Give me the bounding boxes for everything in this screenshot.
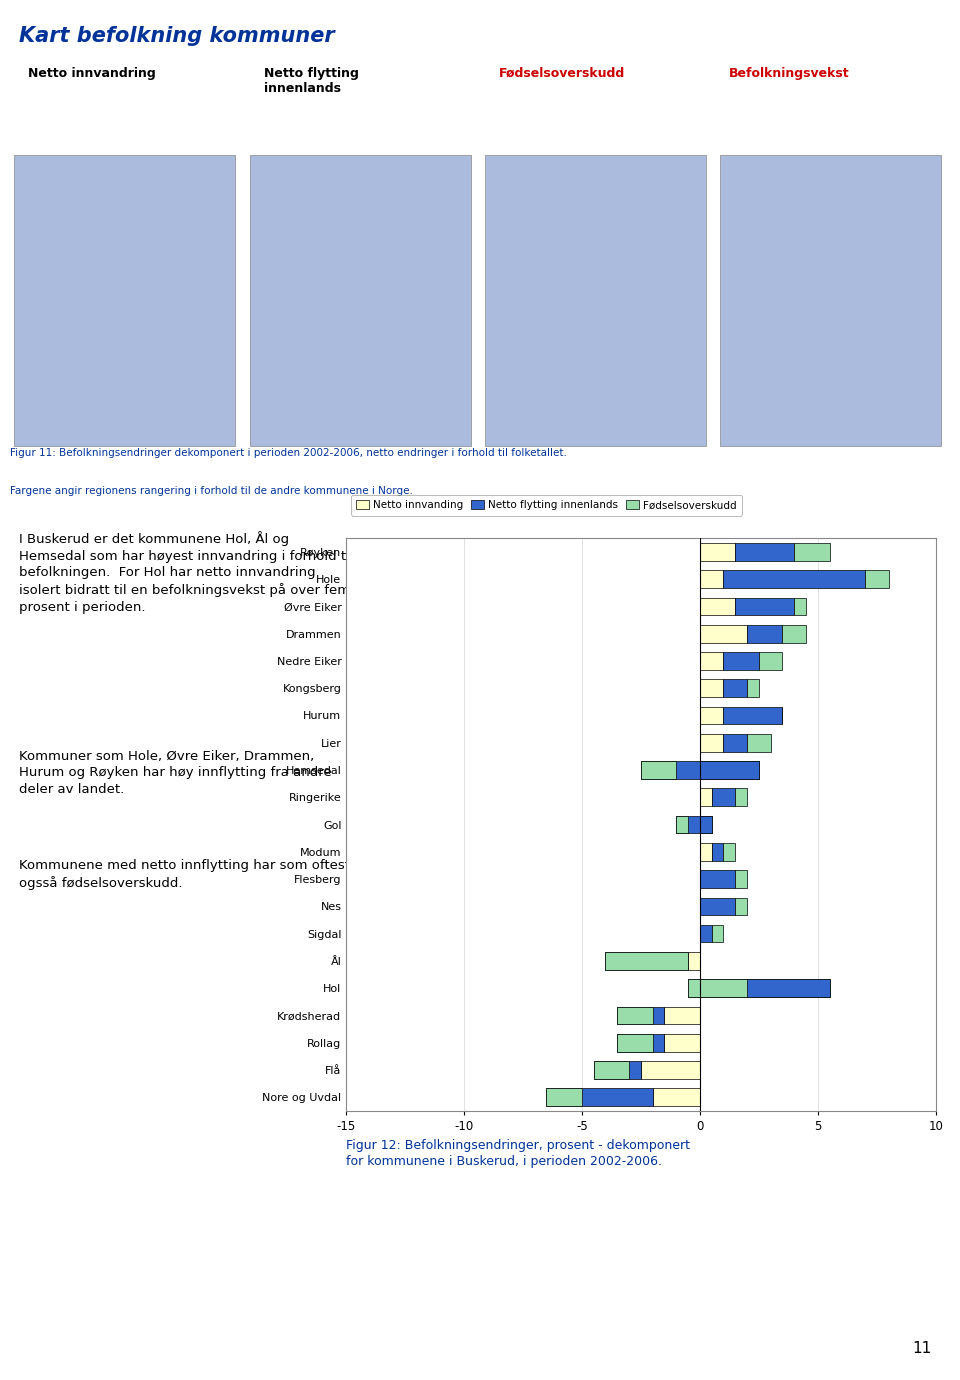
Bar (711, 843, 724, 861)
Bar (724, 707, 782, 725)
Bar (546, 1089, 653, 1107)
Bar (794, 598, 806, 615)
Bar (724, 679, 747, 697)
Bar (617, 1034, 664, 1052)
Bar (641, 1061, 700, 1079)
Text: Kommuner som Hole, Øvre Eiker, Drammen,
Hurum og Røyken har høy innflytting fra : Kommuner som Hole, Øvre Eiker, Drammen, … (19, 749, 332, 796)
Bar (250, 155, 470, 446)
Text: 11: 11 (912, 1341, 931, 1357)
Text: Figur 12: Befolkningsendringer, prosent - dekomponert
for kommunene i Buskerud, : Figur 12: Befolkningsendringer, prosent … (346, 1138, 689, 1169)
Bar (664, 1006, 700, 1024)
Bar (700, 843, 711, 861)
Bar (593, 1061, 641, 1079)
Bar (724, 734, 747, 752)
Bar (700, 598, 735, 615)
Bar (606, 952, 688, 970)
Bar (14, 155, 235, 446)
Bar (653, 1089, 700, 1107)
Legend: Netto innvanding, Netto flytting innenlands, Fødselsoverskudd: Netto innvanding, Netto flytting innenla… (350, 495, 742, 516)
Bar (676, 816, 688, 834)
Bar (700, 653, 724, 669)
Bar (724, 570, 865, 588)
Bar (700, 788, 711, 806)
Bar (700, 897, 735, 915)
Bar (735, 542, 794, 560)
Bar (546, 1089, 582, 1107)
Bar (700, 625, 747, 643)
Bar (485, 155, 706, 446)
Bar (641, 762, 758, 778)
Bar (711, 925, 724, 943)
Text: Netto innvandring: Netto innvandring (29, 66, 156, 80)
Bar (747, 625, 782, 643)
Bar (735, 871, 747, 887)
Bar (700, 871, 735, 887)
Text: Netto flytting
innenlands: Netto flytting innenlands (264, 66, 358, 95)
Text: Befolkningsvekst: Befolkningsvekst (730, 66, 850, 80)
Bar (617, 1006, 664, 1024)
Bar (700, 925, 711, 943)
Bar (700, 707, 724, 725)
Bar (735, 598, 794, 615)
Bar (688, 980, 747, 996)
Bar (700, 570, 724, 588)
Bar (700, 816, 711, 834)
Bar (617, 1034, 653, 1052)
Bar (794, 542, 829, 560)
Bar (724, 653, 758, 669)
Text: Figur 11: Befolkningsendringer dekomponert i perioden 2002-2006, netto endringer: Figur 11: Befolkningsendringer dekompone… (10, 448, 566, 458)
Bar (700, 734, 724, 752)
Bar (593, 1061, 629, 1079)
Bar (676, 816, 711, 834)
Text: Fødselsoverskudd: Fødselsoverskudd (499, 66, 625, 80)
Bar (700, 542, 735, 560)
Bar (758, 653, 782, 669)
Text: Kommunene med netto innflytting har som oftest
ogsså fødselsoverskudd.: Kommunene med netto innflytting har som … (19, 860, 350, 890)
Bar (735, 897, 747, 915)
Bar (641, 762, 676, 778)
Bar (865, 570, 889, 588)
Bar (724, 843, 735, 861)
Bar (688, 980, 829, 996)
Bar (720, 155, 941, 446)
Bar (664, 1034, 700, 1052)
Bar (606, 952, 688, 970)
Text: Fargene angir regionens rangering i forhold til de andre kommunene i Norge.: Fargene angir regionens rangering i forh… (10, 486, 413, 497)
Text: I Buskerud er det kommunene Hol, Ål og
Hemsedal som har høyest innvandring i for: I Buskerud er det kommunene Hol, Ål og H… (19, 531, 354, 614)
Text: Kart befolkning kommuner: Kart befolkning kommuner (19, 26, 335, 46)
Bar (747, 734, 771, 752)
Bar (700, 679, 724, 697)
Bar (711, 788, 735, 806)
Bar (700, 762, 758, 778)
Bar (735, 788, 747, 806)
Bar (688, 952, 700, 970)
Bar (782, 625, 806, 643)
Bar (747, 679, 758, 697)
Bar (700, 980, 829, 996)
Bar (617, 1006, 653, 1024)
